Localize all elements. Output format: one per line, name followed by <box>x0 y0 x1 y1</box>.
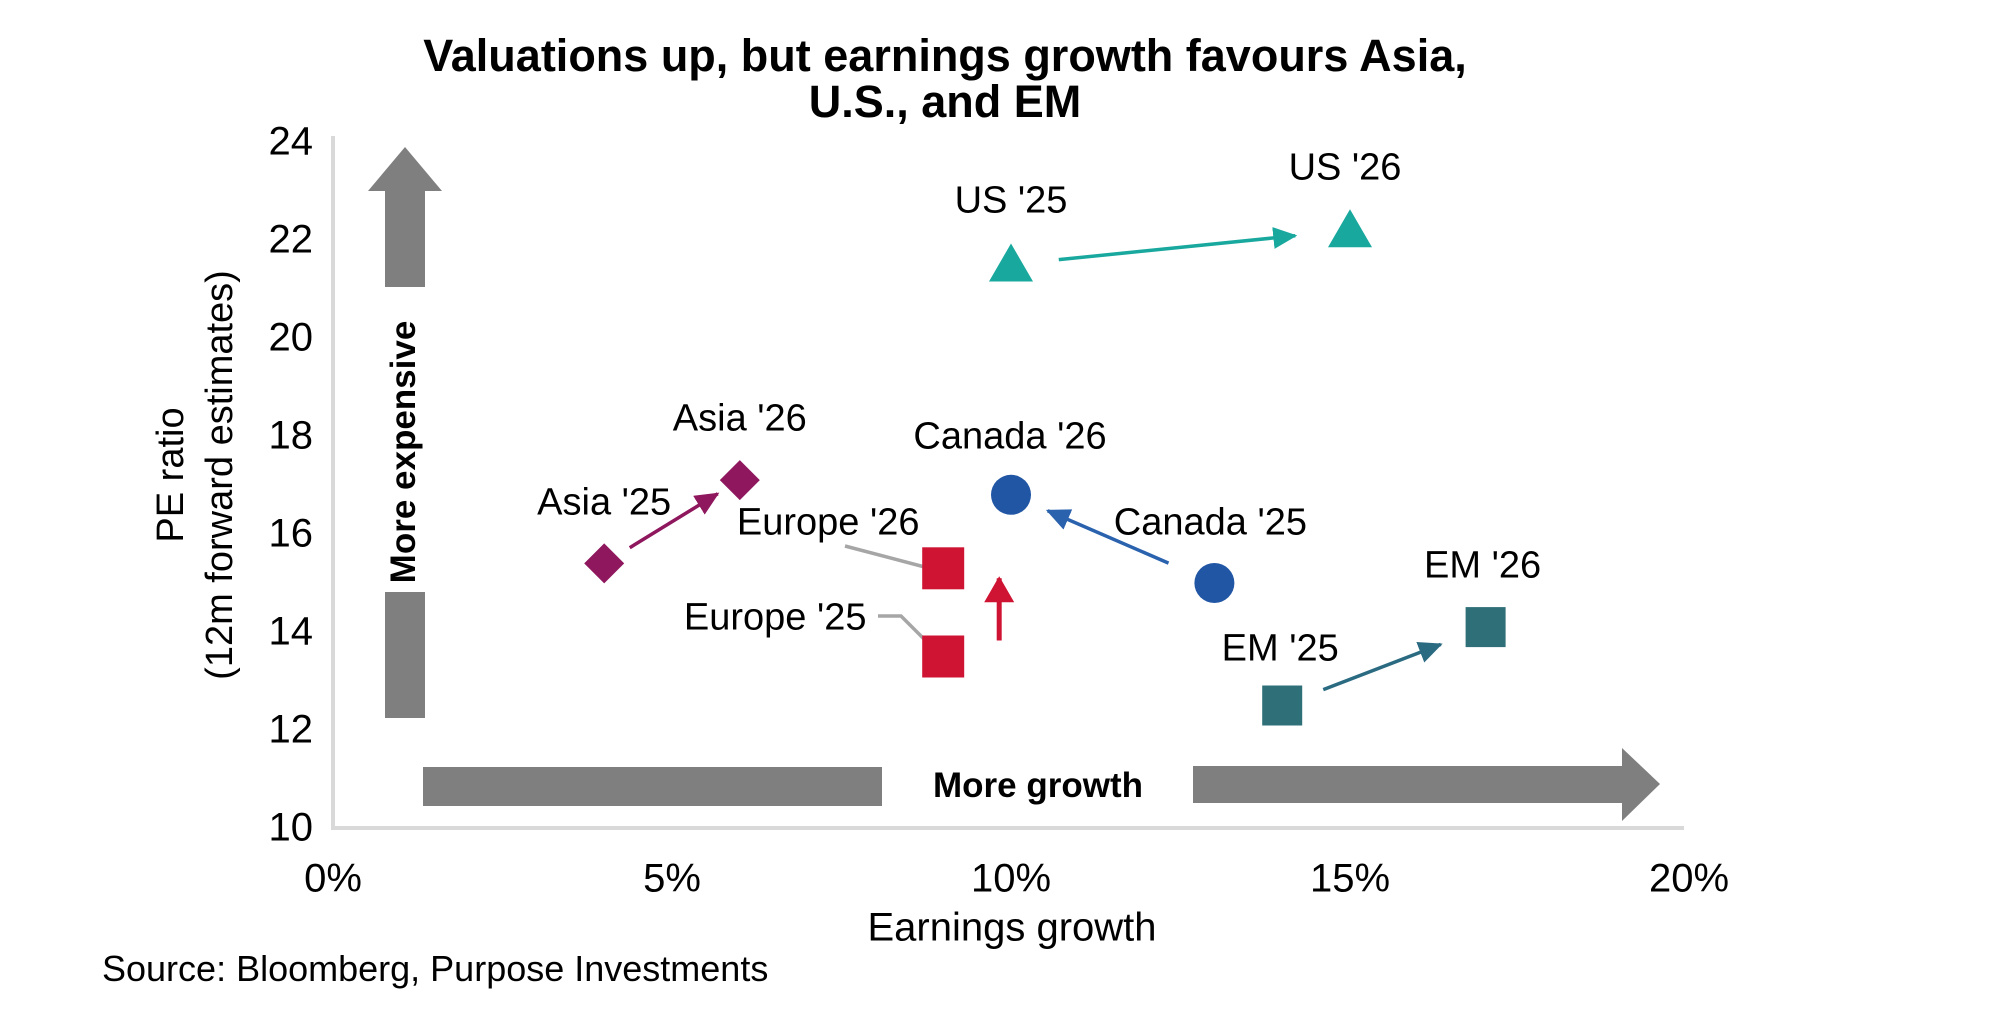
y-tick-label: 20 <box>268 315 314 360</box>
x-tick-label: 10% <box>970 856 1052 901</box>
marker-asia-26 <box>719 460 760 501</box>
marker-canada-25 <box>1194 563 1235 603</box>
arrow-em-25-26 <box>1322 642 1443 692</box>
y-axis-title-line-1: PE ratio <box>150 407 192 543</box>
source-note: Source: Bloomberg, Purpose Investments <box>102 948 769 989</box>
point-label-europe-25: Europe '25 <box>683 596 867 638</box>
marker-us-25 <box>989 243 1033 282</box>
arrow-asia-25-26 <box>628 492 720 550</box>
point-label-canada-25: Canada '25 <box>1113 501 1307 544</box>
chart-title-line-1: Valuations up, but earnings growth favou… <box>423 30 1467 81</box>
chart-title-line-2: U.S., and EM <box>808 76 1082 127</box>
point-label-canada-26: Canada '26 <box>913 415 1107 458</box>
y-tick-label: 10 <box>268 805 314 850</box>
more-growth-bar <box>423 767 882 806</box>
y-axis-title: PE ratio (12m forward estimates) <box>147 270 245 680</box>
point-label-europe-26: Europe '26 <box>736 501 920 544</box>
leader-line-europe-26 <box>844 544 937 572</box>
marker-em-25 <box>1262 685 1303 726</box>
point-label-em-25: EM '25 <box>1221 627 1339 669</box>
more-growth-arrow-head <box>1622 748 1660 821</box>
marker-canada-26 <box>991 474 1031 515</box>
marker-europe-25 <box>922 635 965 678</box>
point-label-em-26: EM '26 <box>1424 544 1542 587</box>
arrow-us-25-26 <box>1058 227 1298 262</box>
arrow-canada-25-26 <box>1045 509 1170 565</box>
y-tick-label: 24 <box>268 119 314 164</box>
y-tick-label: 16 <box>268 511 314 556</box>
more-growth-annotation: More growth <box>933 766 1143 805</box>
marker-europe-26 <box>922 547 965 590</box>
y-tick-label: 18 <box>268 413 314 458</box>
x-tick-label: 20% <box>1648 856 1730 901</box>
x-tick-label: 15% <box>1309 856 1391 901</box>
more-expensive-bar <box>385 592 425 718</box>
x-tick-label: 0% <box>304 856 362 901</box>
y-tick-label: 14 <box>268 609 314 654</box>
marker-us-26 <box>1328 209 1372 248</box>
point-label-asia-26: Asia '26 <box>672 397 807 440</box>
chart-title: Valuations up, but earnings growth favou… <box>285 33 1605 125</box>
y-axis-title-line-2: (12m forward estimates) <box>199 270 241 680</box>
more-expensive-annotation: More expensive <box>384 320 423 584</box>
point-label-us-26: US '26 <box>1288 146 1402 189</box>
x-tick-label: 5% <box>643 856 701 901</box>
marker-em-26 <box>1465 607 1506 648</box>
marker-asia-25 <box>584 543 625 584</box>
point-label-asia-25: Asia '25 <box>537 481 672 524</box>
y-tick-label: 22 <box>268 217 314 262</box>
y-tick-label: 12 <box>268 707 314 752</box>
point-label-us-25: US '25 <box>954 179 1068 221</box>
more-expensive-arrow-up <box>368 147 442 287</box>
more-growth-arrow-shaft <box>1193 766 1622 803</box>
x-axis-title: Earnings growth <box>867 905 1157 950</box>
